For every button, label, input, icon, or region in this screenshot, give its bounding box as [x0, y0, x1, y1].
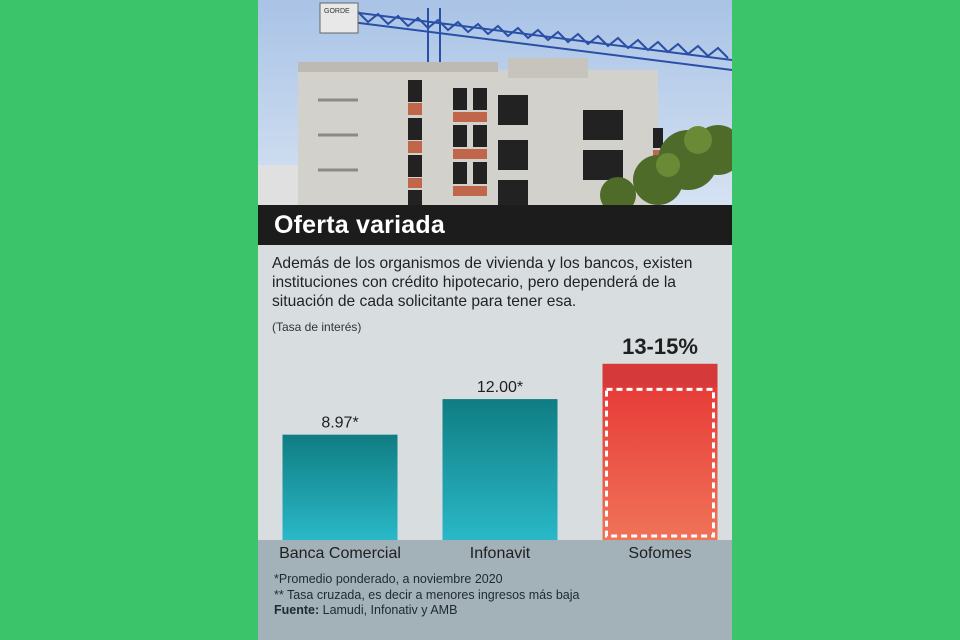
- bar-banca-comercial: [282, 434, 398, 540]
- description-text: Además de los organismos de vivienda y l…: [272, 255, 693, 310]
- category-label: Banca Comercial: [279, 545, 401, 562]
- construction-photo: GORDE: [258, 0, 732, 205]
- data-label: 8.97*: [321, 415, 358, 432]
- category-label: Sofomes: [628, 545, 692, 562]
- data-label: 12.00*: [477, 379, 523, 396]
- footnotes: *Promedio ponderado, a noviembre 2020 **…: [274, 572, 579, 619]
- bar-sofomes: [602, 363, 718, 540]
- range-band: [602, 363, 718, 388]
- category-label: Infonavit: [469, 545, 531, 562]
- source-label: Fuente:: [274, 603, 320, 617]
- unit-label: (Tasa de interés): [272, 320, 362, 334]
- footnote-2: ** Tasa cruzada, es decir a menores ingr…: [274, 587, 580, 602]
- footnote-1: *Promedio ponderado, a noviembre 2020: [274, 572, 503, 586]
- axis-band: [258, 540, 732, 640]
- title-bar: Oferta variada: [258, 205, 732, 245]
- chart-title: Oferta variada: [274, 211, 445, 239]
- source-line: Fuente: Lamudi, Infonativ y AMB: [274, 603, 579, 619]
- source-text: Lamudi, Infonativ y AMB: [319, 603, 458, 617]
- data-label: 13-15%: [622, 334, 698, 359]
- bar-chart: 8.97* 12.00* 13-15%: [282, 334, 718, 540]
- range-low-outline: [605, 387, 715, 538]
- bar-infonavit: [442, 399, 558, 540]
- crane-sign: GORDE: [324, 8, 350, 15]
- infographic-panel: GORDE: [258, 0, 732, 640]
